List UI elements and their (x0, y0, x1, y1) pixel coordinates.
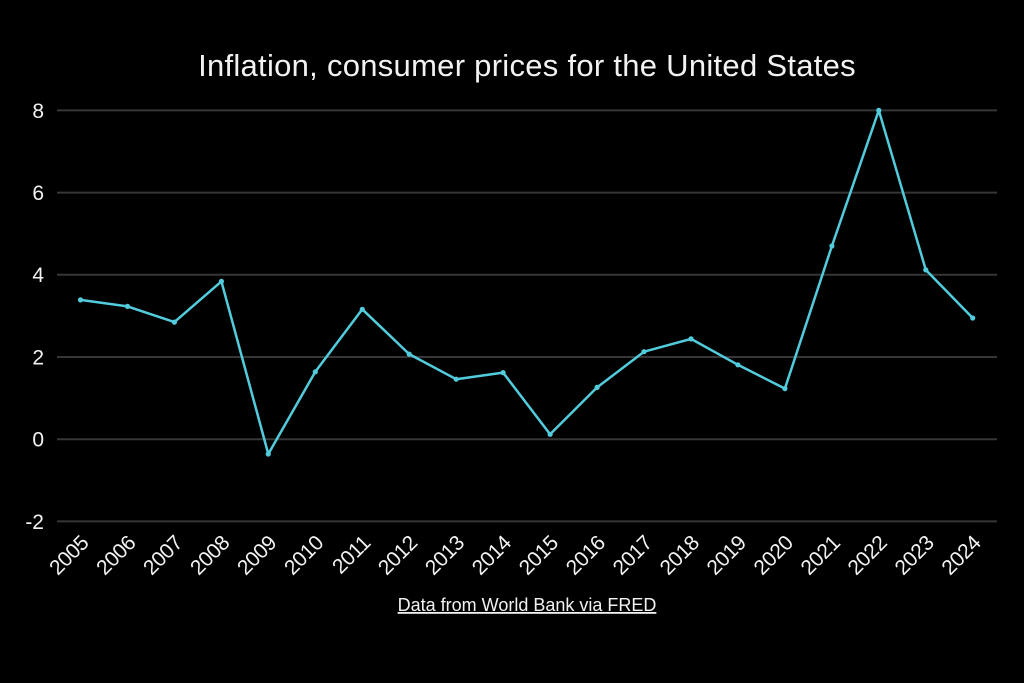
svg-text:2024: 2024 (937, 531, 986, 580)
svg-text:2006: 2006 (92, 531, 140, 579)
svg-text:2018: 2018 (656, 531, 704, 579)
svg-text:2021: 2021 (797, 531, 845, 579)
svg-text:2010: 2010 (280, 531, 328, 579)
svg-text:2007: 2007 (139, 531, 187, 579)
svg-text:2011: 2011 (328, 531, 375, 578)
svg-text:2008: 2008 (186, 531, 234, 579)
svg-text:2017: 2017 (609, 531, 657, 579)
svg-text:4: 4 (32, 264, 44, 287)
svg-text:2013: 2013 (421, 531, 469, 579)
svg-text:2015: 2015 (515, 531, 563, 579)
svg-text:Inflation, consumer prices for: Inflation, consumer prices for the Unite… (198, 48, 856, 83)
svg-text:2016: 2016 (562, 531, 610, 579)
svg-text:2019: 2019 (703, 531, 751, 579)
svg-text:2022: 2022 (843, 531, 891, 579)
svg-text:2009: 2009 (233, 531, 281, 579)
svg-text:2: 2 (32, 346, 44, 369)
svg-text:-2: -2 (25, 511, 44, 534)
svg-text:2014: 2014 (468, 531, 517, 580)
svg-text:8: 8 (32, 100, 44, 123)
svg-text:0: 0 (32, 429, 44, 452)
svg-text:2020: 2020 (750, 531, 798, 579)
svg-text:6: 6 (32, 182, 44, 205)
svg-text:2005: 2005 (45, 531, 93, 579)
svg-text:2023: 2023 (890, 531, 938, 579)
svg-text:2012: 2012 (374, 531, 422, 579)
svg-text:Data from World Bank via FRED: Data from World Bank via FRED (398, 595, 657, 615)
